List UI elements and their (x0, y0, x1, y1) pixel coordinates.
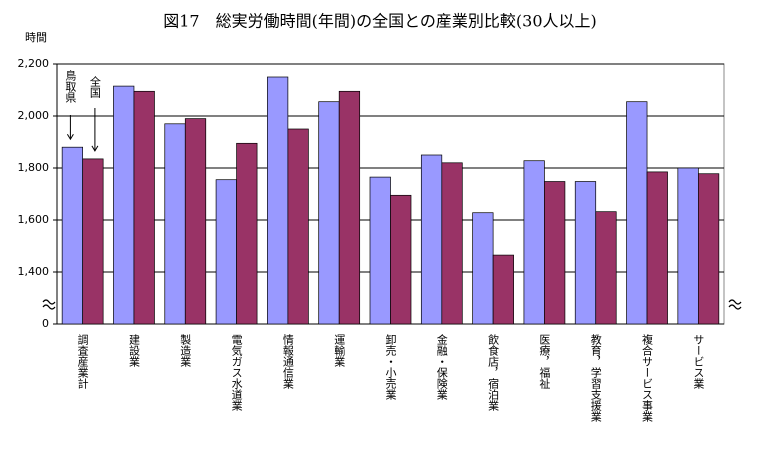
x-tick-label: 調査産業計 (76, 333, 89, 390)
bar (646, 171, 668, 325)
bar (113, 85, 135, 325)
bar (287, 128, 309, 325)
x-tick-label: 情報通信業 (281, 334, 294, 389)
y-tick-label: 2,000 (18, 109, 50, 122)
bar (82, 158, 104, 325)
bar (215, 179, 237, 325)
bar (369, 176, 391, 325)
bar (338, 90, 361, 325)
x-tick-label: 製造業 (179, 333, 192, 367)
axis-break (728, 299, 742, 305)
bar (472, 212, 494, 325)
bar (184, 118, 207, 325)
bar (574, 181, 597, 325)
bar (544, 181, 566, 325)
bar (164, 123, 186, 325)
x-tick-label: 建設業 (127, 333, 140, 367)
bar (523, 160, 545, 325)
bar (133, 90, 155, 325)
legend-entry: 全国 (88, 75, 101, 99)
bar (697, 173, 720, 325)
axis-break (42, 304, 56, 310)
y-tick-label: 1,600 (18, 213, 50, 226)
bar (626, 101, 648, 325)
y-tick-label: 1,400 (18, 265, 50, 278)
legend-entry: 鳥取県 (64, 69, 77, 104)
bar (677, 167, 699, 325)
x-tick-label: 卸売・小売業 (384, 333, 397, 400)
bar (441, 162, 463, 325)
x-tick-label: 複合サービス事業 (641, 333, 654, 422)
x-tick-label: 運輸業 (333, 334, 346, 367)
legend-arrowhead (66, 133, 74, 141)
y-tick-label: 2,200 (18, 57, 50, 70)
bar (318, 101, 340, 325)
bar (390, 194, 412, 325)
x-tick-label: 教育，学習支援業 (589, 334, 602, 422)
y-tick-label: 1,800 (18, 161, 50, 174)
x-tick-label: 金融・保険業 (435, 333, 448, 400)
y-axis-label: 時間 (25, 31, 47, 44)
x-tick-label: サービス業 (692, 334, 705, 389)
bar (236, 142, 258, 325)
bar (492, 254, 514, 325)
x-tick-label: 飲食店，宿泊業 (487, 333, 500, 411)
bar (420, 154, 443, 325)
bar (61, 146, 84, 325)
bar (595, 211, 617, 325)
x-tick-label: 医療，福祉 (538, 334, 551, 390)
x-tick-label: 電気ガス水道業 (230, 334, 243, 411)
chart-title: 図17 総実労働時間(年間)の全国との産業別比較(30人以上) (163, 12, 597, 31)
legend-arrowhead (91, 145, 99, 152)
axis-break (728, 304, 742, 310)
bar (267, 76, 289, 325)
y-tick-label: 0 (42, 317, 49, 330)
axis-break (42, 299, 56, 305)
